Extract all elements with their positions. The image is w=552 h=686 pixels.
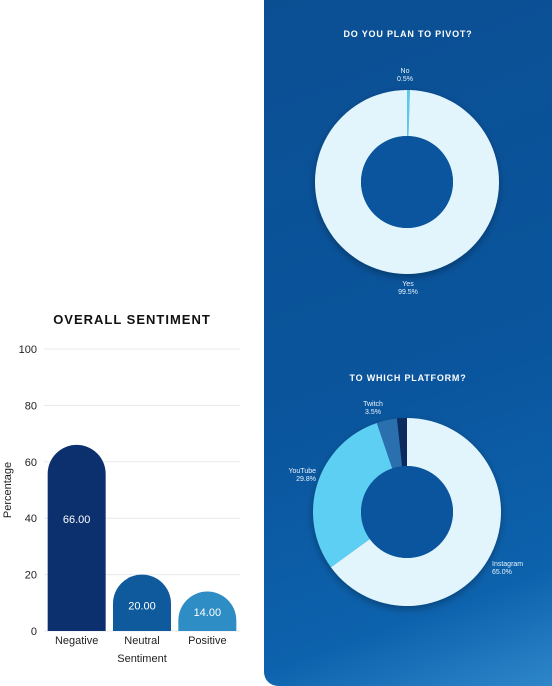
y-tick-label: 80 — [25, 400, 37, 412]
donut-chart-1 — [315, 90, 500, 274]
platform-chart-title: TO WHICH PLATFORM? — [349, 373, 467, 383]
donut-slice-other — [396, 418, 407, 467]
donut-slice-twitch — [376, 418, 403, 469]
bar-value-label: 14.00 — [194, 607, 222, 619]
sentiment-chart-title: OVERALL SENTIMENT — [53, 312, 211, 327]
donut-slice-yes — [315, 90, 500, 274]
slice-name-label: Twitch — [363, 401, 383, 408]
slice-percent-label: 3.5% — [365, 409, 381, 416]
slice-name-label: Yes — [402, 281, 414, 288]
sentiment-bar-chart: 0 20 40 60 80 100 66.00 Negative 20.00 Neutral 14.… — [2, 344, 240, 665]
y-tick-label: 0 — [31, 626, 37, 638]
y-tick-label: 20 — [25, 570, 37, 582]
bar-negative — [47, 444, 106, 631]
slice-name-label: Instagram — [492, 561, 523, 568]
y-tick-label: 100 — [19, 344, 37, 356]
donut-chart-2 — [313, 418, 502, 606]
pivot-panel: DO YOU PLAN TO PIVOT? TO WHICH PLATFORM?… — [264, 0, 552, 686]
donut-slice-instagram — [330, 418, 502, 606]
donut-slice-no — [407, 90, 410, 137]
sentiment-panel: OVERALL SENTIMENT 0 20 40 60 80 100 66.00 Negat… — [0, 0, 264, 686]
donut-hole — [361, 136, 453, 228]
slice-percent-label: 65.0% — [492, 569, 512, 576]
donut-hole — [361, 466, 453, 558]
y-tick-label: 60 — [25, 457, 37, 469]
x-axis-title: Sentiment — [117, 653, 167, 665]
donut-slice-youtube — [313, 422, 393, 568]
slice-percent-label: 29.8% — [296, 476, 316, 483]
slice-percent-label: 99.5% — [398, 289, 418, 296]
slice-name-label: YouTube — [288, 468, 316, 475]
y-tick-label: 40 — [25, 513, 37, 525]
x-tick-label: Negative — [55, 635, 98, 647]
bar-neutral — [113, 574, 171, 631]
bar-value-label: 20.00 — [128, 601, 156, 613]
slice-name-label: No — [401, 68, 410, 75]
bar-value-label: 66.00 — [63, 514, 91, 526]
pivot-chart-title: DO YOU PLAN TO PIVOT? — [343, 29, 473, 39]
y-axis-title: Percentage — [2, 462, 14, 518]
x-tick-label: Neutral — [124, 635, 159, 647]
bar-positive — [178, 591, 237, 631]
slice-percent-label: 0.5% — [397, 76, 413, 83]
x-tick-label: Positive — [188, 635, 227, 647]
